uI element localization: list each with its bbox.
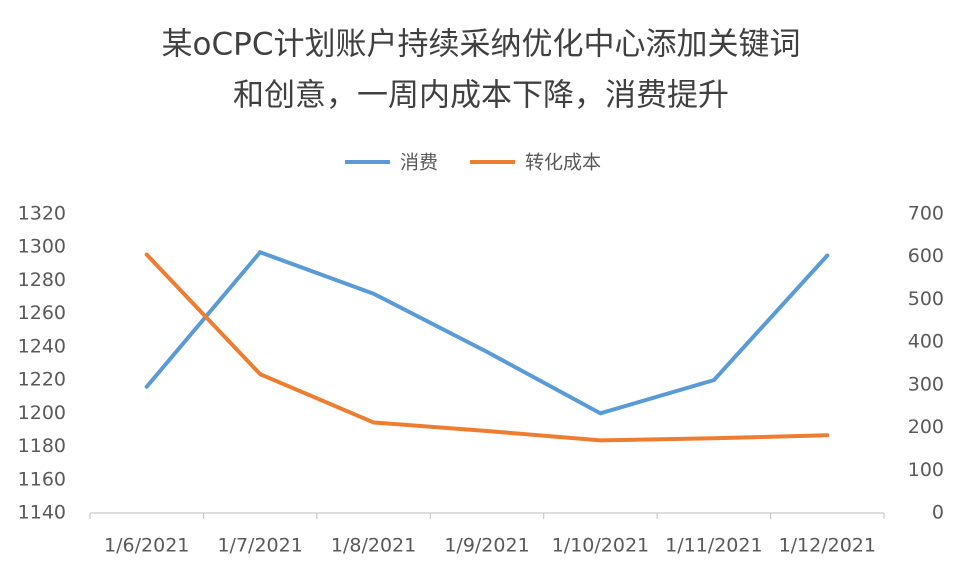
y-tick-label: 1200 xyxy=(18,402,66,424)
y2-tick-label: 600 xyxy=(908,245,944,267)
x-tick-label: 1/8/2021 xyxy=(331,535,416,557)
series-line xyxy=(144,250,830,416)
legend-label: 转化成本 xyxy=(525,152,601,174)
y2-tick-label: 500 xyxy=(908,288,944,310)
x-tick-label: 1/11/2021 xyxy=(665,535,762,557)
chart-title: 某oCPC计划账户持续采纳优化中心添加关键词 xyxy=(162,27,801,63)
y-tick-label: 1320 xyxy=(18,203,66,225)
x-tick-label: 1/7/2021 xyxy=(217,535,302,557)
legend-label: 消费 xyxy=(400,152,438,174)
series-line xyxy=(144,252,830,443)
y-tick-label: 1140 xyxy=(18,502,66,524)
y2-tick-label: 100 xyxy=(908,459,944,481)
x-tick-label: 1/9/2021 xyxy=(444,535,529,557)
y-tick-label: 1300 xyxy=(18,236,66,258)
x-tick-label: 1/6/2021 xyxy=(104,535,189,557)
y-tick-label: 1160 xyxy=(18,468,66,490)
y-tick-label: 1180 xyxy=(18,435,66,457)
y-tick-label: 1240 xyxy=(18,335,66,357)
y2-tick-label: 700 xyxy=(908,203,944,225)
x-tick-label: 1/10/2021 xyxy=(552,535,649,557)
y-tick-label: 1220 xyxy=(18,369,66,391)
y2-tick-label: 400 xyxy=(908,331,944,353)
x-tick-label: 1/12/2021 xyxy=(779,535,876,557)
y2-tick-label: 200 xyxy=(908,416,944,438)
y2-tick-label: 300 xyxy=(908,373,944,395)
y-tick-label: 1260 xyxy=(18,302,66,324)
y-tick-label: 1280 xyxy=(18,269,66,291)
chart-title: 和创意，一周内成本下降，消费提升 xyxy=(233,78,729,114)
y2-tick-label: 0 xyxy=(932,502,944,524)
